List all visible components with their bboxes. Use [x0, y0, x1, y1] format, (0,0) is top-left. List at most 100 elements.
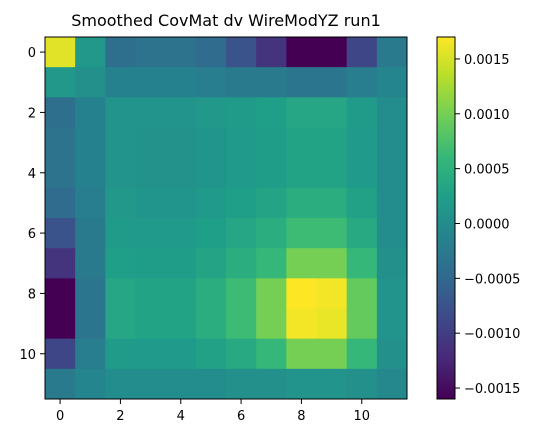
heatmap-cell — [45, 97, 76, 128]
heatmap-cell — [226, 368, 257, 400]
colorbar-tick-label: 0.0000 — [464, 217, 510, 232]
chart-title: Smoothed CovMat dv WireModYZ run1 — [71, 11, 381, 30]
heatmap-cell — [346, 97, 378, 128]
heatmap-cell — [316, 67, 348, 98]
heatmap-cell — [256, 338, 287, 370]
heatmap-cell — [135, 278, 167, 309]
heatmap-cell — [195, 368, 227, 400]
heatmap-cell — [45, 278, 76, 309]
heatmap-cell — [346, 37, 378, 68]
heatmap-cell — [105, 187, 136, 219]
heatmap-cell — [316, 37, 348, 68]
heatmap-cell — [75, 248, 106, 279]
heatmap-cell — [105, 97, 136, 128]
heatmap-cell — [226, 278, 257, 309]
heatmap-cell — [376, 67, 408, 98]
heatmap-cell — [105, 127, 136, 159]
colorbar-frame — [436, 36, 456, 400]
heatmap-cell — [195, 37, 227, 68]
y-tick-label: 2 — [28, 106, 36, 121]
heatmap-cell — [346, 278, 378, 309]
heatmap-cell — [165, 248, 197, 279]
heatmap-cell — [45, 187, 76, 219]
heatmap-cell — [165, 37, 197, 68]
heatmap-cell — [135, 37, 167, 68]
heatmap-cell — [165, 67, 197, 98]
heatmap-cell — [256, 67, 287, 98]
heatmap-cell — [165, 187, 197, 219]
heatmap-cell — [376, 157, 408, 189]
heatmap-cell — [105, 67, 136, 98]
heatmap-cell — [135, 218, 167, 249]
heatmap-cell — [286, 37, 317, 68]
x-tick-label: 8 — [297, 409, 305, 424]
y-tick-label: 4 — [28, 167, 36, 182]
heatmap-cell — [346, 187, 378, 219]
heatmap-cell — [105, 37, 136, 68]
heatmap-cell — [286, 368, 317, 400]
heatmap-cell — [226, 67, 257, 98]
heatmap-cell — [135, 368, 167, 400]
colorbar-tick-label: −0.0010 — [464, 327, 520, 342]
heatmap-cell — [165, 278, 197, 309]
heatmap-cell — [256, 278, 287, 309]
colorbar-tick-label: −0.0015 — [464, 382, 520, 397]
heatmap-cell — [75, 278, 106, 309]
heatmap-cell — [226, 37, 257, 68]
heatmap-cell — [135, 67, 167, 98]
heatmap-cell — [346, 127, 378, 159]
y-tick-label: 0 — [28, 46, 36, 61]
heatmap-cell — [226, 157, 257, 189]
heatmap-cell — [105, 157, 136, 189]
heatmap-cell — [195, 127, 227, 159]
heatmap-cell — [346, 368, 378, 400]
heatmap-cell — [346, 308, 378, 340]
heatmap-cell — [316, 218, 348, 249]
heatmap-cell — [286, 97, 317, 128]
heatmap-cell — [286, 127, 317, 159]
heatmap-cell — [165, 368, 197, 400]
heatmap-cell — [75, 308, 106, 340]
heatmap-cell — [256, 308, 287, 340]
heatmap-cell — [105, 308, 136, 340]
heatmap-cell — [195, 278, 227, 309]
heatmap-cell — [226, 127, 257, 159]
colorbar-tick-label: 0.0015 — [464, 53, 510, 68]
colorbar-tick-label: 0.0005 — [464, 163, 510, 178]
colorbar — [437, 37, 455, 399]
heatmap-cell — [376, 218, 408, 249]
heatmap-cell — [316, 278, 348, 309]
heatmap-cell — [45, 127, 76, 159]
heatmap-cell — [376, 37, 408, 68]
y-axis: 0 2 4 6 8 10 — [19, 46, 45, 363]
heatmap-cell — [45, 338, 76, 370]
heatmap-cell — [346, 67, 378, 98]
heatmap-cell — [165, 338, 197, 370]
heatmap-cell — [165, 308, 197, 340]
heatmap-cell — [45, 157, 76, 189]
heatmap-cell — [376, 368, 408, 400]
heatmap-cell — [316, 248, 348, 279]
heatmap-cell — [75, 97, 106, 128]
heatmap-cell — [105, 368, 136, 400]
x-tick-label: 10 — [353, 409, 370, 424]
heatmap-cell — [376, 278, 408, 309]
heatmap-cell — [75, 127, 106, 159]
heatmap-cell — [165, 97, 197, 128]
heatmap-cell — [286, 157, 317, 189]
heatmap-cell — [195, 67, 227, 98]
heatmap-cell — [105, 248, 136, 279]
heatmap-cell — [316, 157, 348, 189]
x-tick-label: 0 — [56, 409, 64, 424]
heatmap-cell — [376, 248, 408, 279]
heatmap-cell — [135, 187, 167, 219]
heatmap-cell — [45, 248, 76, 279]
heatmap-cell — [135, 127, 167, 159]
heatmap-cell — [135, 308, 167, 340]
heatmap-cell — [105, 278, 136, 309]
heatmap-cell — [135, 338, 167, 370]
heatmap-cell — [135, 97, 167, 128]
heatmap-cell — [346, 248, 378, 279]
heatmap-cell — [316, 338, 348, 370]
